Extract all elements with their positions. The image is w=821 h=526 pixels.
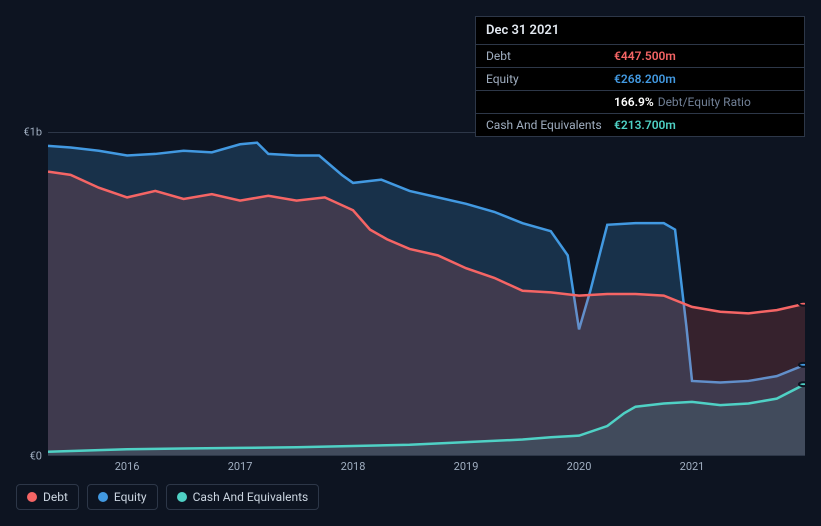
x-axis: 2016 2017 2018 2019 2020 2021 [48,460,805,476]
chart-tooltip: Dec 31 2021 Debt€447.500mEquity€268.200m… [475,16,805,137]
legend-label: Debt [43,490,68,504]
y-tick-label: €1b [23,126,42,139]
debt-equity-cash-chart: €1b €0 2016 2017 2018 2019 2020 2021 [16,120,805,476]
tooltip-value: 166.9% [614,95,654,109]
tooltip-value: €213.700m [614,118,676,132]
series-end-marker [799,363,805,367]
tooltip-extra: Debt/Equity Ratio [658,95,751,109]
tooltip-value: €447.500m [614,49,676,63]
tooltip-row: Equity€268.200m [476,67,804,90]
series-end-marker [799,302,805,306]
tooltip-row: 166.9% Debt/Equity Ratio [476,90,804,113]
legend: Debt Equity Cash And Equivalents [16,484,319,510]
x-tick-label: 2016 [115,460,140,473]
legend-label: Equity [114,490,147,504]
tooltip-date: Dec 31 2021 [476,17,804,44]
tooltip-label: Equity [486,72,614,86]
x-tick-label: 2017 [228,460,253,473]
y-axis: €1b €0 [16,120,44,476]
x-tick-label: 2020 [567,460,592,473]
y-tick-label: €0 [30,450,42,463]
x-tick-label: 2021 [680,460,705,473]
legend-item-debt[interactable]: Debt [16,484,79,510]
legend-item-equity[interactable]: Equity [87,484,158,510]
x-tick-label: 2018 [341,460,366,473]
legend-swatch [27,492,37,502]
tooltip-value: €268.200m [614,72,676,86]
x-tick-label: 2019 [454,460,479,473]
plot-area[interactable] [48,132,805,456]
legend-swatch [98,492,108,502]
tooltip-row: Cash And Equivalents€213.700m [476,113,804,136]
legend-swatch [177,492,187,502]
legend-item-cash-and-equivalents[interactable]: Cash And Equivalents [166,484,320,510]
tooltip-row: Debt€447.500m [476,44,804,67]
tooltip-label: Debt [486,49,614,63]
series-end-marker [799,382,805,386]
legend-label: Cash And Equivalents [193,490,309,504]
tooltip-label: Cash And Equivalents [486,118,614,132]
